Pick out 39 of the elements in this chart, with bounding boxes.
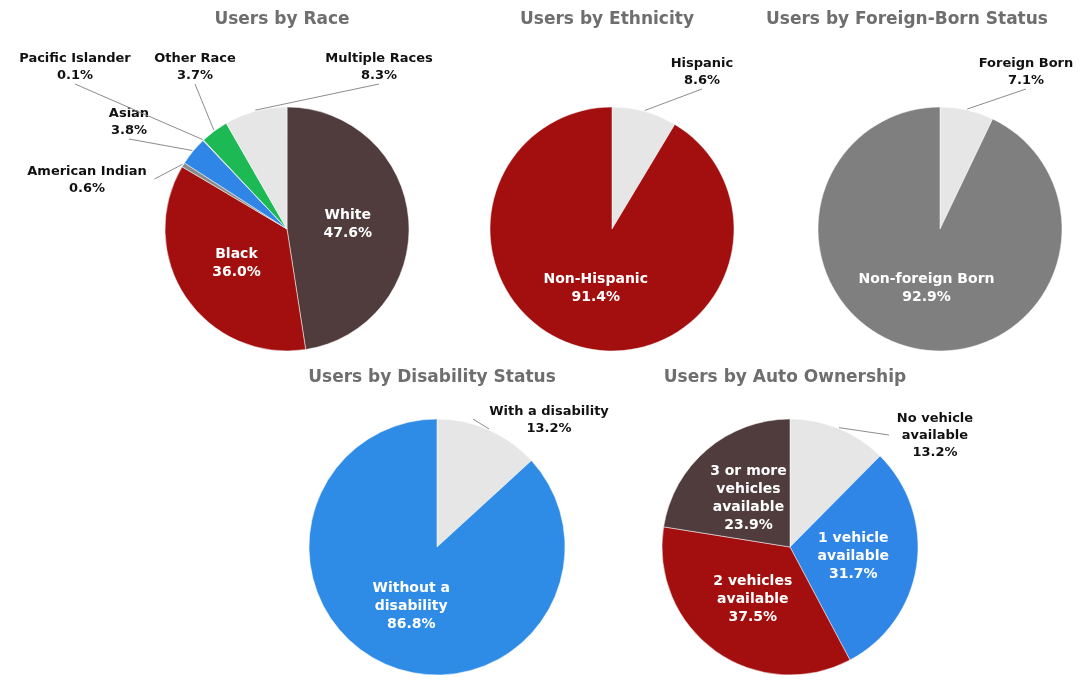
data-label: 37.5% bbox=[728, 608, 778, 625]
slice-label: 1 vehicle available bbox=[817, 529, 890, 564]
data-label: 86.8% bbox=[386, 614, 436, 631]
slice-label: Without a disability bbox=[372, 578, 450, 613]
data-label: 31.7% bbox=[829, 565, 878, 582]
chart-title: Users by Race bbox=[214, 8, 350, 28]
slice-label: Foreign Born bbox=[978, 54, 1074, 69]
slice-label: No vehicle available bbox=[896, 409, 974, 442]
chart-title: Users by Foreign-Born Status bbox=[765, 8, 1049, 30]
slice-label: Black bbox=[215, 245, 259, 262]
slice-label: American Indian bbox=[27, 162, 147, 177]
data-label: 36.0% bbox=[212, 263, 261, 280]
chart-title: Users by Auto Ownership bbox=[662, 366, 908, 388]
slice-label: Non-Hispanic bbox=[543, 269, 648, 286]
slice-label: With a disability bbox=[489, 402, 610, 417]
data-label: 0.6% bbox=[68, 179, 106, 194]
slice-label: Hispanic bbox=[670, 54, 734, 69]
slice-label: Pacific Islander bbox=[19, 49, 132, 64]
data-label: 0.1% bbox=[56, 66, 94, 81]
data-label: 47.6% bbox=[323, 224, 373, 241]
slice-label: Asian bbox=[108, 104, 150, 119]
data-label: 8.6% bbox=[683, 71, 721, 86]
slice-label: 2 vehicles available bbox=[713, 572, 793, 607]
slice-label: 3 or more vehicles available bbox=[710, 462, 787, 515]
data-label: 3.8% bbox=[110, 121, 148, 136]
data-label: 13.2% bbox=[912, 443, 958, 459]
slice-label: Multiple Races bbox=[325, 49, 433, 64]
chart-title: Users by Ethnicity bbox=[519, 8, 695, 30]
data-label: 8.3% bbox=[360, 66, 398, 81]
data-label: 92.9% bbox=[902, 288, 951, 305]
slice-label: Other Race bbox=[154, 49, 236, 64]
data-label: 7.1% bbox=[1007, 71, 1045, 86]
data-label: 23.9% bbox=[724, 516, 773, 533]
data-label: 3.7% bbox=[176, 66, 214, 81]
slice-label: White bbox=[324, 206, 372, 223]
slice-label: Non-foreign Born bbox=[858, 270, 995, 287]
data-label: 91.4% bbox=[571, 287, 621, 304]
chart-title: Users by Disability Status bbox=[307, 366, 557, 388]
data-label: 13.2% bbox=[526, 419, 572, 434]
